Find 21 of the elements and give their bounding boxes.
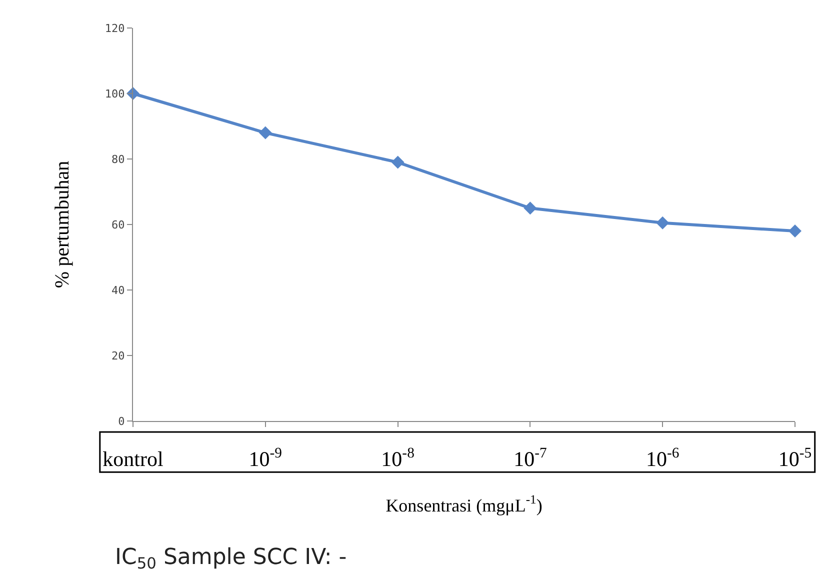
point (656, 216, 670, 230)
y-tick-label: 100 (104, 87, 125, 100)
y-tick-label: 80 (112, 152, 125, 166)
x-tick-label: kontrol (102, 447, 164, 472)
x-axis-title: Konsentrasi (mgμL$^{-1}$) (386, 492, 542, 516)
x-tick-label: 10$^{-9}$ (248, 445, 282, 472)
y-tick-label: 120 (104, 22, 125, 35)
y-axis-title: % pertumbuhan (51, 160, 74, 288)
text: IC$_{50}$ Sample SCC IV: - (115, 545, 347, 573)
x-tick-label: 10$^{-8}$ (381, 445, 414, 472)
point (258, 126, 272, 140)
point (391, 156, 404, 169)
y-tick-label: 40 (112, 284, 125, 297)
point (788, 224, 802, 238)
x-tick-label: 10$^{-6}$ (646, 445, 680, 472)
y-tick-label: 0 (118, 414, 125, 428)
y-tick-label: 20 (112, 349, 125, 362)
x-tick-label: 10$^{-5}$ (778, 445, 812, 472)
x-tick-label: 10$^{-7}$ (514, 445, 547, 472)
y-tick-label: 60 (112, 218, 125, 232)
point (524, 202, 537, 215)
